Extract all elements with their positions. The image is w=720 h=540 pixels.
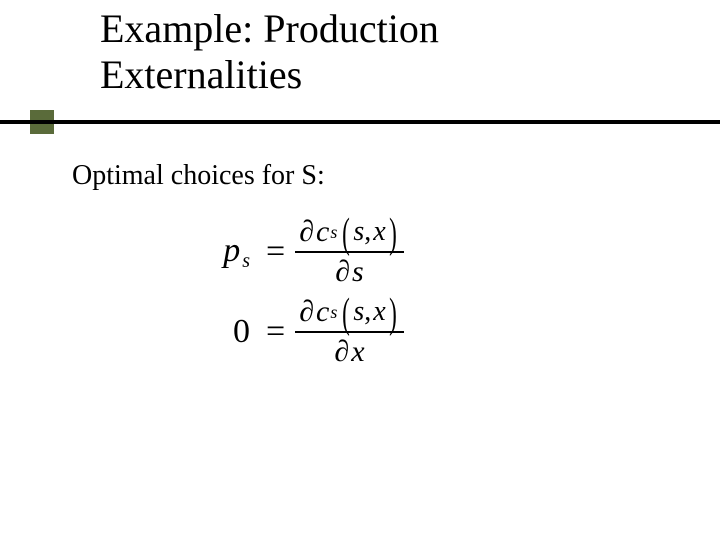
equation-1: ps = ∂cs(s,x) ∂s bbox=[180, 215, 404, 289]
eq2-denominator: ∂x bbox=[330, 335, 368, 369]
eq1-arg-x: x bbox=[373, 216, 385, 247]
partial-icon: ∂ bbox=[335, 255, 352, 288]
eq1-fraction: ∂cs(s,x) ∂s bbox=[295, 215, 404, 289]
eq1-lhs-sub: s bbox=[240, 250, 250, 272]
eq2-c: c bbox=[316, 295, 329, 329]
eq1-denominator: ∂s bbox=[331, 255, 368, 289]
eq2-lhs: 0 bbox=[180, 313, 260, 351]
equation-2: 0 = ∂cs(s,x) ∂x bbox=[180, 295, 404, 369]
title-line-2: Externalities bbox=[100, 52, 302, 97]
eq1-c-sub: s bbox=[329, 222, 339, 243]
partial-icon: ∂ bbox=[334, 335, 351, 368]
eq1-den-var: s bbox=[352, 255, 364, 288]
equations: ps = ∂cs(s,x) ∂s 0 = ∂cs(s,x) bbox=[180, 215, 404, 375]
eq1-arg-s: s bbox=[353, 216, 364, 247]
eq1-numerator: ∂cs(s,x) bbox=[295, 215, 404, 249]
eq2-arg-s: s bbox=[353, 296, 364, 327]
eq2-equals: = bbox=[260, 313, 295, 351]
eq2-den-var: x bbox=[351, 335, 364, 368]
partial-icon: ∂ bbox=[299, 295, 316, 329]
eq2-fraction: ∂cs(s,x) ∂x bbox=[295, 295, 404, 369]
eq2-arg-x: x bbox=[373, 296, 385, 327]
horizontal-rule bbox=[0, 120, 720, 124]
body-text: Optimal choices for S: bbox=[72, 160, 325, 192]
eq2-comma: , bbox=[364, 296, 373, 327]
partial-icon: ∂ bbox=[299, 215, 316, 249]
eq2-numerator: ∂cs(s,x) bbox=[295, 295, 404, 329]
eq1-equals: = bbox=[260, 233, 295, 271]
eq1-lhs-var: p bbox=[223, 232, 240, 269]
eq1-lhs: ps bbox=[180, 232, 260, 273]
eq1-comma: , bbox=[364, 216, 373, 247]
title-line-1: Example: Production bbox=[100, 6, 439, 51]
eq1-c: c bbox=[316, 215, 329, 249]
eq2-c-sub: s bbox=[329, 302, 339, 323]
slide: Example: Production Externalities Optima… bbox=[0, 0, 720, 540]
slide-title: Example: Production Externalities bbox=[100, 6, 439, 98]
